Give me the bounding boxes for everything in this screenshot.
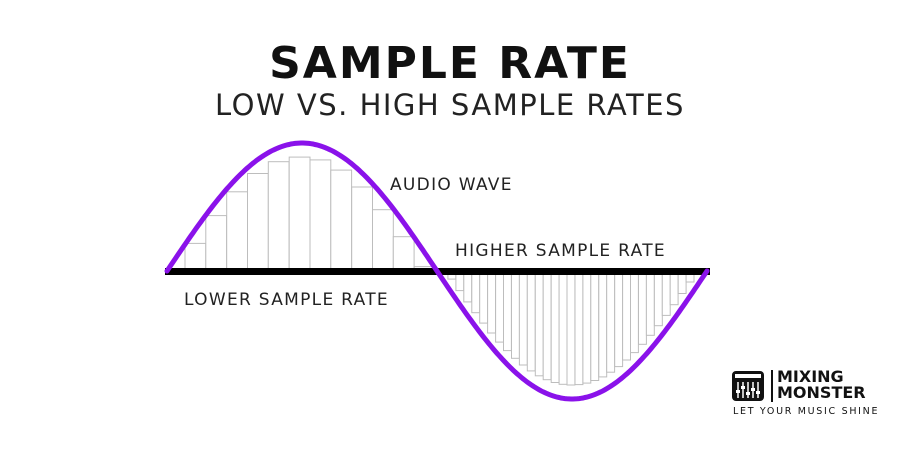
- high-rate-sample-bar: [487, 270, 497, 334]
- higher-sample-rate-label: HIGHER SAMPLE RATE: [455, 241, 666, 261]
- high-rate-sample-bar: [511, 270, 520, 359]
- high-rate-sample-bar: [542, 270, 552, 381]
- high-rate-sample-bar: [479, 270, 489, 324]
- mixer-faders-icon: [732, 371, 764, 401]
- high-rate-sample-bar: [638, 270, 647, 345]
- high-rate-sample-bar: [574, 270, 584, 386]
- low-rate-sample-bar: [372, 209, 394, 272]
- page-subtitle: LOW VS. HIGH SAMPLE RATES: [215, 88, 685, 122]
- high-rate-sample-bar: [463, 270, 473, 303]
- high-rate-sample-bar: [518, 270, 528, 366]
- high-rate-sample-bar: [598, 270, 608, 378]
- low-rate-sample-bar: [247, 173, 269, 272]
- logo-name-line2: MONSTER: [777, 383, 866, 402]
- high-rate-sample-bar: [558, 270, 568, 385]
- high-rate-sample-bar: [630, 270, 639, 354]
- high-rate-sample-bar: [622, 270, 631, 361]
- high-rate-sample-bar: [566, 270, 576, 386]
- low-rate-sample-bar: [351, 186, 374, 272]
- logo-divider: [771, 370, 773, 402]
- low-rate-samples: [184, 156, 436, 272]
- high-rate-sample-bar: [582, 270, 592, 384]
- high-rate-sample-bar: [534, 270, 544, 377]
- high-rate-sample-bar: [526, 270, 536, 372]
- high-rate-sample-bar: [471, 270, 481, 314]
- lower-sample-rate-label: LOWER SAMPLE RATE: [184, 290, 389, 310]
- high-rate-sample-bar: [503, 270, 512, 352]
- audio-wave-label: AUDIO WAVE: [390, 175, 513, 195]
- high-rate-sample-bar: [590, 270, 600, 381]
- high-rate-sample-bar: [661, 270, 671, 316]
- low-rate-sample-bar: [330, 169, 353, 272]
- high-rate-sample-bar: [669, 270, 679, 306]
- low-rate-sample-bar: [309, 159, 332, 272]
- logo-name-line1: MIXING: [777, 367, 844, 386]
- low-rate-sample-bar: [288, 156, 311, 272]
- high-rate-sample-bar: [645, 270, 655, 336]
- low-rate-sample-bar: [267, 161, 290, 272]
- low-rate-sample-bar: [392, 236, 415, 272]
- high-rate-sample-bar: [495, 270, 505, 343]
- high-rate-sample-bar: [614, 270, 624, 368]
- low-rate-sample-bar: [226, 191, 248, 272]
- low-rate-sample-bar: [205, 215, 228, 272]
- logo-tagline: LET YOUR MUSIC SHINE: [733, 406, 880, 417]
- high-rate-sample-bar: [653, 270, 663, 327]
- low-rate-sample-bar: [184, 242, 207, 272]
- high-rate-sample-bar: [606, 270, 616, 373]
- high-rate-sample-bar: [550, 270, 560, 383]
- page-title: SAMPLE RATE: [269, 38, 631, 89]
- audio-wave-curve: [164, 140, 710, 402]
